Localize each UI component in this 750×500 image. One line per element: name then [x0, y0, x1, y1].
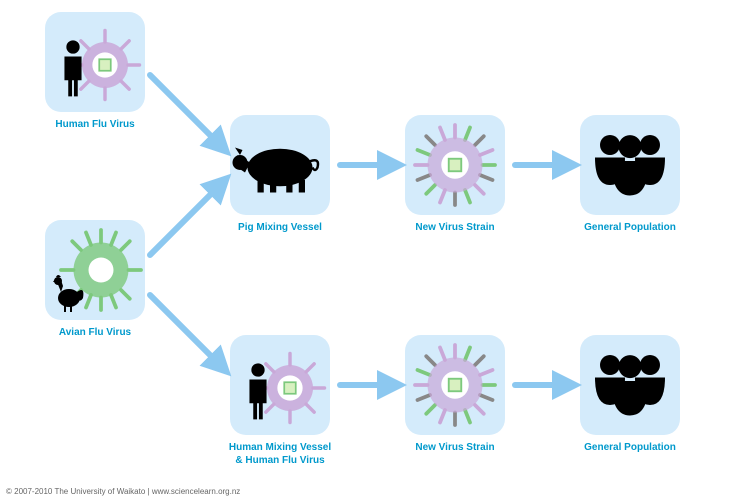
node-box [405, 335, 505, 435]
node-label: Human Flu Virus [55, 118, 134, 131]
node-population1: General Population [575, 115, 685, 234]
arrow-avian_flu-human_mix [150, 295, 225, 370]
node-avian_flu: Avian Flu Virus [40, 220, 150, 339]
node-label: Avian Flu Virus [59, 326, 131, 339]
node-box [230, 115, 330, 215]
node-box [405, 115, 505, 215]
node-label: General Population [584, 441, 676, 454]
node-box [45, 220, 145, 320]
arrow-avian_flu-pig [150, 180, 225, 255]
node-new_virus1: New Virus Strain [400, 115, 510, 234]
node-pig: Pig Mixing Vessel [225, 115, 335, 234]
arrow-human_flu-pig [150, 75, 225, 150]
node-label: General Population [584, 221, 676, 234]
node-box [45, 12, 145, 112]
node-box [230, 335, 330, 435]
node-box [580, 115, 680, 215]
copyright-footer: © 2007-2010 The University of Waikato | … [6, 487, 240, 496]
node-box [580, 335, 680, 435]
node-label: Pig Mixing Vessel [238, 221, 322, 234]
node-human_flu: Human Flu Virus [40, 12, 150, 131]
node-human_mix: Human Mixing Vessel & Human Flu Virus [225, 335, 335, 467]
node-label: Human Mixing Vessel & Human Flu Virus [225, 441, 335, 467]
node-label: New Virus Strain [415, 221, 494, 234]
node-new_virus2: New Virus Strain [400, 335, 510, 454]
node-population2: General Population [575, 335, 685, 454]
node-label: New Virus Strain [415, 441, 494, 454]
